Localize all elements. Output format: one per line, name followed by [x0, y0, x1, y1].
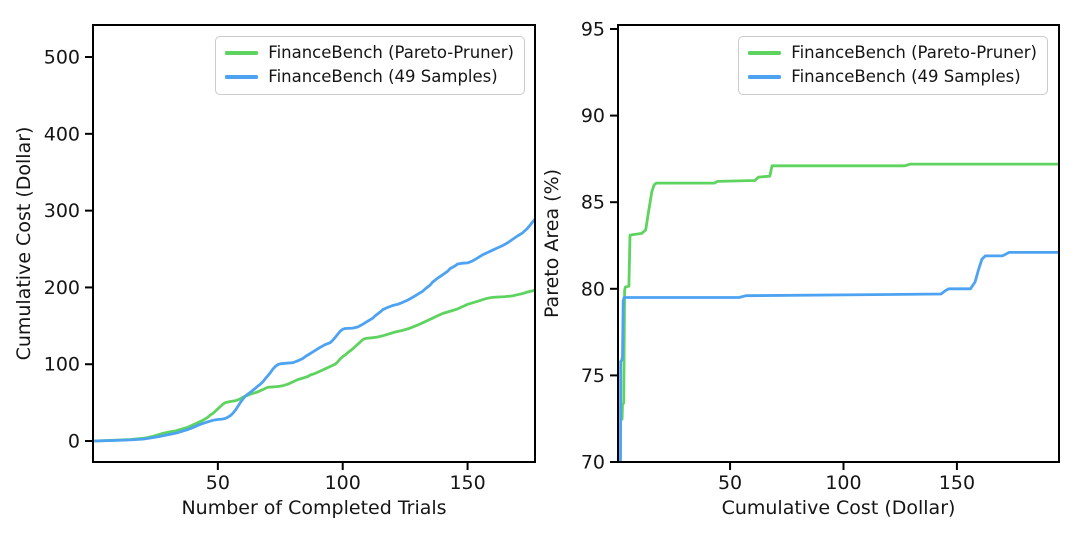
x-axis-tick-label: 100	[825, 472, 861, 494]
y-axis-tick-label: 0	[68, 431, 80, 453]
x-axis-tick-label: 50	[718, 472, 742, 494]
y-axis-label: Cumulative Cost (Dollar)	[13, 127, 35, 361]
series-line-0	[620, 162, 1059, 421]
right-chart-legend: FinanceBench (Pareto-Pruner) FinanceBench…	[738, 36, 1048, 95]
y-axis-tick-label: 300	[44, 200, 80, 222]
y-axis-tick-label: 80	[581, 278, 605, 300]
x-axis-tick-label: 50	[206, 472, 230, 494]
series-line-1	[94, 218, 535, 443]
x-axis-label: Cumulative Cost (Dollar)	[722, 497, 956, 519]
y-axis-tick-label: 70	[581, 452, 605, 474]
legend-line-swatch	[225, 51, 259, 55]
left-chart: 50 100 150 0 100 200 300 400 500 Number of Comple…	[13, 24, 536, 519]
legend-label: FinanceBench (49 Samples)	[791, 67, 1021, 86]
y-axis-tick-label: 400	[44, 123, 80, 145]
left-panel: 50 100 150 0 100 200 300 400 500 Number of Comple…	[13, 24, 536, 519]
y-axis-tick-label: 75	[581, 365, 605, 387]
x-axis-label: Number of Completed Trials	[181, 497, 446, 519]
plot-border	[617, 24, 1060, 463]
series-line-1	[619, 250, 1059, 462]
legend-label: FinanceBench (Pareto-Pruner)	[268, 43, 514, 62]
legend-item: FinanceBench (Pareto-Pruner)	[225, 42, 514, 64]
plot-border	[92, 24, 536, 463]
y-axis-tick-label: 200	[44, 277, 80, 299]
y-axis-tick-label: 100	[44, 354, 80, 376]
right-chart: 50 100 150 70 75 80 85 90 95 Cumulative Cost (Dol…	[541, 18, 1060, 519]
legend-item: FinanceBench (49 Samples)	[748, 66, 1037, 88]
x-axis-tick-label: 150	[939, 472, 975, 494]
y-axis-label: Pareto Area (%)	[541, 169, 563, 318]
left-chart-legend: FinanceBench (Pareto-Pruner) FinanceBench…	[215, 36, 525, 95]
y-axis-tick-label: 500	[44, 47, 80, 69]
x-axis-tick-label: 150	[449, 472, 485, 494]
legend-line-swatch	[748, 51, 782, 55]
series-line-0	[94, 288, 535, 443]
legend-line-swatch	[748, 75, 782, 79]
right-panel: 50 100 150 70 75 80 85 90 95 Cumulative Cost (Dol…	[540, 0, 1080, 540]
legend-label: FinanceBench (Pareto-Pruner)	[791, 43, 1037, 62]
legend-label: FinanceBench (49 Samples)	[268, 67, 498, 86]
legend-item: FinanceBench (Pareto-Pruner)	[748, 42, 1037, 64]
x-axis-tick-label: 100	[325, 472, 361, 494]
legend-line-swatch	[225, 75, 259, 79]
legend-item: FinanceBench (49 Samples)	[225, 66, 514, 88]
y-axis-tick-label: 85	[581, 192, 605, 214]
y-axis-tick-label: 95	[581, 18, 605, 40]
y-axis-tick-label: 90	[581, 105, 605, 127]
